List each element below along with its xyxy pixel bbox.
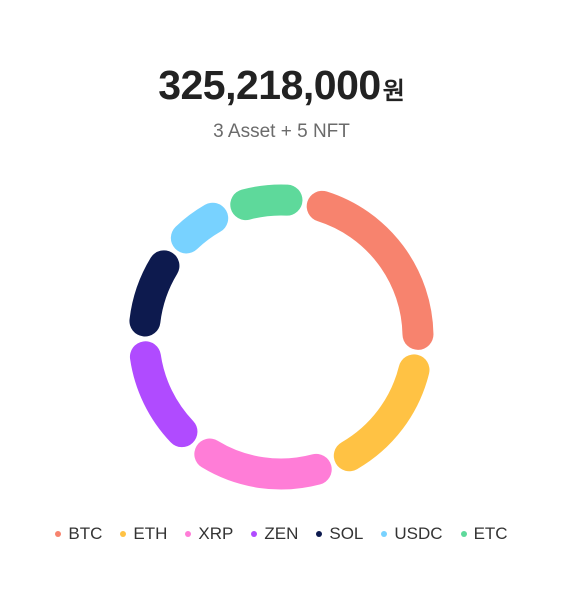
legend-label: XRP — [198, 524, 234, 543]
donut-segment-sol — [129, 250, 180, 337]
legend-label: ETC — [473, 524, 508, 543]
total-amount: 325,218,000 — [158, 62, 381, 108]
currency-unit: 원 — [382, 78, 405, 105]
legend-label: ZEN — [264, 524, 299, 543]
legend-dot-icon — [55, 531, 62, 537]
total-value: 325,218,000원 — [0, 62, 563, 109]
legend-dot-icon — [185, 531, 192, 537]
donut-segment-zen — [129, 341, 198, 448]
legend-label: SOL — [329, 524, 364, 543]
donut-segment-xrp — [194, 438, 332, 490]
legend-item-etc: ETC — [460, 524, 508, 544]
legend-label: ETH — [133, 524, 168, 543]
legend-label: USDC — [394, 524, 443, 543]
legend-dot-icon — [460, 531, 467, 537]
legend-item-usdc: USDC — [381, 524, 443, 544]
legend-item-zen: ZEN — [251, 524, 298, 544]
legend-dot-icon — [251, 531, 258, 537]
legend-label: BTC — [68, 524, 103, 543]
donut-segment-eth — [333, 354, 430, 472]
legend-dot-icon — [120, 531, 127, 537]
donut-segment-usdc — [170, 202, 229, 254]
chart-legend: BTC ETH XRP ZEN SOL USDC ETC — [0, 524, 563, 544]
legend-dot-icon — [316, 531, 323, 537]
legend-dot-icon — [381, 531, 388, 537]
legend-item-xrp: XRP — [185, 524, 233, 544]
asset-count: 3 Asset + 5 NFT — [213, 121, 350, 142]
donut-segment-btc — [306, 190, 434, 350]
donut-segment-etc — [230, 184, 303, 221]
legend-item-sol: SOL — [316, 524, 363, 544]
legend-item-eth: ETH — [120, 524, 167, 544]
legend-item-btc: BTC — [55, 524, 102, 544]
